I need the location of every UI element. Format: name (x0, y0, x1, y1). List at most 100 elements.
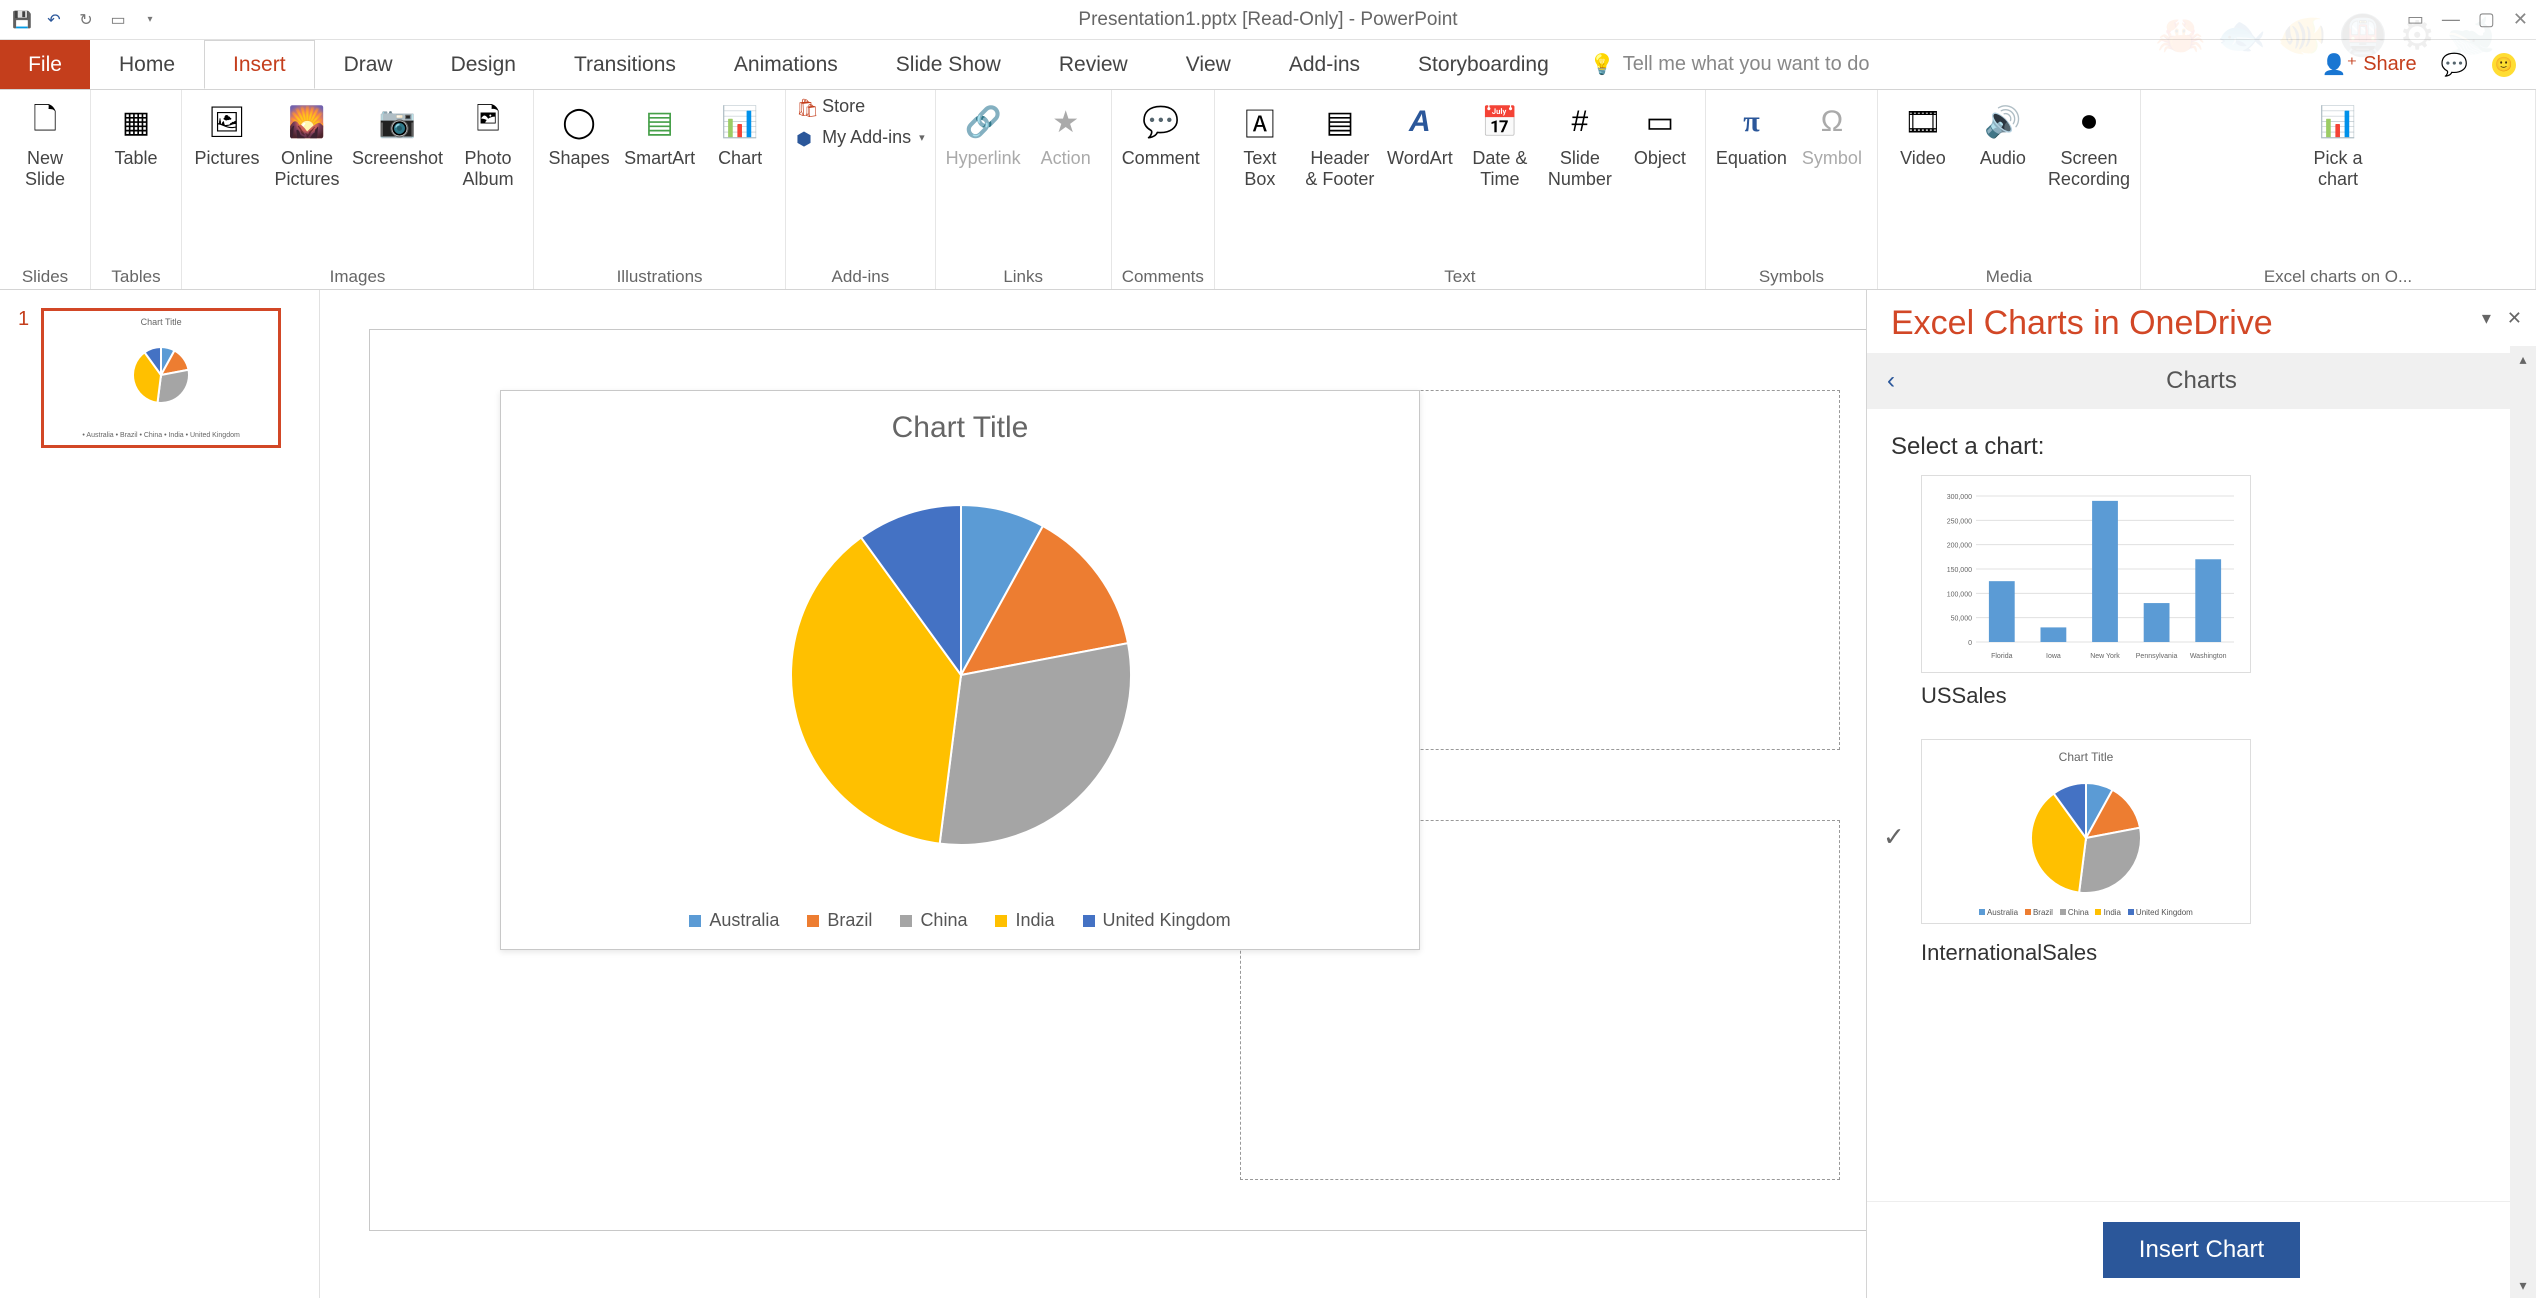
chart-button[interactable]: 📊Chart (705, 96, 775, 169)
qat-dropdown-icon[interactable]: ▾ (140, 10, 160, 30)
store-icon: 🛍 (796, 98, 814, 116)
tell-me-search[interactable]: 💡 Tell me what you want to do (1590, 40, 1870, 89)
excel-charts-pane: Excel Charts in OneDrive ▾ ✕ ‹ Charts Sel… (1866, 290, 2536, 1298)
slide-canvas: Chart Title Australia Brazil China India… (320, 290, 1866, 1298)
pane-close-icon[interactable]: ✕ (2507, 308, 2522, 329)
minimize-icon[interactable]: — (2442, 9, 2460, 30)
tab-transitions[interactable]: Transitions (545, 40, 705, 89)
svg-text:0: 0 (1968, 640, 1972, 647)
tab-file[interactable]: File (0, 40, 90, 89)
slide[interactable]: Chart Title Australia Brazil China India… (370, 330, 1870, 1230)
group-text: 🄰Text Box ▤Header & Footer AWordArt 📅Dat… (1215, 90, 1706, 289)
share-label: Share (2363, 53, 2416, 76)
tab-home[interactable]: Home (90, 40, 204, 89)
my-addins-button[interactable]: ⬢My Add-ins▾ (796, 127, 925, 148)
pictures-button[interactable]: 🖼Pictures (192, 96, 262, 169)
group-addins: 🛍Store ⬢My Add-ins▾ Add-ins (786, 90, 936, 289)
close-icon[interactable]: ✕ (2513, 9, 2528, 30)
shapes-icon: ◯ (557, 100, 601, 144)
redo-icon[interactable]: ↻ (76, 10, 96, 30)
textbox-button[interactable]: 🄰Text Box (1225, 96, 1295, 189)
group-label: Links (946, 261, 1101, 287)
online-pictures-icon: 🌄 (285, 100, 329, 144)
screenshot-button[interactable]: 📷Screenshot (352, 96, 443, 169)
quick-access-toolbar: 💾 ↶ ↻ ▭ ▾ (0, 10, 160, 30)
pane-pie-legend: Australia Brazil China India United King… (1928, 908, 2244, 917)
hyperlink-icon: 🔗 (961, 100, 1005, 144)
group-images: 🖼Pictures 🌄Online Pictures 📷Screenshot 🖻… (182, 90, 534, 289)
save-icon[interactable]: 💾 (12, 10, 32, 30)
svg-text:200,000: 200,000 (1947, 543, 1972, 550)
back-icon[interactable]: ‹ (1887, 367, 1895, 395)
screen-recording-button[interactable]: ⏺Screen Recording (2048, 96, 2130, 189)
tab-view[interactable]: View (1157, 40, 1260, 89)
audio-button[interactable]: 🔊Audio (1968, 96, 2038, 169)
tab-insert[interactable]: Insert (204, 40, 315, 89)
screenrec-icon: ⏺ (2067, 100, 2111, 144)
hyperlink-button: 🔗Hyperlink (946, 96, 1021, 169)
chart-option-ussales[interactable]: 050,000100,000150,000200,000250,000300,0… (1921, 475, 2251, 673)
feedback-icon[interactable]: 🙂 (2492, 53, 2516, 77)
datetime-button[interactable]: 📅Date & Time (1465, 96, 1535, 189)
inserted-chart[interactable]: Chart Title Australia Brazil China India… (500, 390, 1420, 950)
pie-chart-thumb (1928, 768, 2244, 908)
thumb-pie-chart (126, 340, 196, 410)
tab-review[interactable]: Review (1030, 40, 1157, 89)
share-button[interactable]: 👤⁺Share (2322, 52, 2417, 77)
group-label: Symbols (1716, 261, 1867, 287)
wordart-icon: A (1398, 100, 1442, 144)
start-from-beginning-icon[interactable]: ▭ (108, 10, 128, 30)
window-controls: ▭ — ▢ ✕ (2407, 9, 2528, 30)
title-bar: 💾 ↶ ↻ ▭ ▾ Presentation1.pptx [Read-Only]… (0, 0, 2536, 40)
tab-slideshow[interactable]: Slide Show (867, 40, 1030, 89)
equation-button[interactable]: πEquation (1716, 96, 1787, 169)
object-button[interactable]: ▭Object (1625, 96, 1695, 169)
shapes-button[interactable]: ◯Shapes (544, 96, 614, 169)
new-slide-button[interactable]: 🗋New Slide (10, 96, 80, 189)
scroll-up-icon[interactable]: ▴ (2510, 346, 2536, 372)
undo-icon[interactable]: ↶ (44, 10, 64, 30)
svg-text:150,000: 150,000 (1947, 567, 1972, 574)
chart-icon: 📊 (718, 100, 762, 144)
svg-text:50,000: 50,000 (1951, 616, 1973, 623)
slide-number-button[interactable]: #Slide Number (1545, 96, 1615, 189)
comment-button[interactable]: 💬Comment (1122, 96, 1200, 169)
ribbon-tabs: File Home Insert Draw Design Transitions… (0, 40, 2536, 90)
wordart-button[interactable]: AWordArt (1385, 96, 1455, 169)
tab-storyboarding[interactable]: Storyboarding (1389, 40, 1578, 89)
select-chart-label: Select a chart: (1891, 433, 2512, 461)
thumb-chart-title-2: Chart Title (1928, 750, 2244, 768)
maximize-icon[interactable]: ▢ (2478, 9, 2495, 30)
ribbon-options-icon[interactable]: ▭ (2407, 9, 2424, 30)
thumb-legend: • Australia • Brazil • China • India • U… (44, 432, 278, 439)
tab-design[interactable]: Design (422, 40, 545, 89)
comments-icon[interactable]: 💬 (2441, 52, 2468, 78)
checkmark-icon: ✓ (1883, 821, 1905, 852)
tab-animations[interactable]: Animations (705, 40, 867, 89)
slide-thumbnail-1[interactable]: Chart Title • Australia • Brazil • China… (41, 308, 281, 448)
header-footer-button[interactable]: ▤Header & Footer (1305, 96, 1375, 189)
chart-name-ussales: USSales (1921, 683, 2512, 709)
scroll-down-icon[interactable]: ▾ (2510, 1272, 2536, 1298)
svg-text:300,000: 300,000 (1947, 494, 1972, 501)
comment-icon: 💬 (1139, 100, 1183, 144)
pane-header-label: Charts (2166, 367, 2237, 395)
chart-option-international[interactable]: Chart Title Australia Brazil China India… (1921, 739, 2251, 924)
group-links: 🔗Hyperlink ★Action Links (936, 90, 1112, 289)
pane-header: ‹ Charts (1867, 353, 2536, 409)
pick-a-chart-button[interactable]: 📊Pick a chart (2303, 96, 2373, 189)
video-button[interactable]: 🎞Video (1888, 96, 1958, 169)
pane-title: Excel Charts in OneDrive (1867, 290, 2536, 353)
tab-addins[interactable]: Add-ins (1260, 40, 1389, 89)
photo-album-button[interactable]: 🖻Photo Album (453, 96, 523, 189)
ribbon: 🗋New Slide Slides ▦Table Tables 🖼Picture… (0, 90, 2536, 290)
online-pictures-button[interactable]: 🌄Online Pictures (272, 96, 342, 189)
insert-chart-button[interactable]: Insert Chart (2103, 1222, 2300, 1278)
table-button[interactable]: ▦Table (101, 96, 171, 169)
smartart-button[interactable]: ▤SmartArt (624, 96, 695, 169)
store-button[interactable]: 🛍Store (796, 96, 925, 117)
header-icon: ▤ (1318, 100, 1362, 144)
pane-scrollbar[interactable]: ▴ ▾ (2510, 346, 2536, 1298)
pane-dropdown-icon[interactable]: ▾ (2482, 308, 2491, 329)
tab-draw[interactable]: Draw (315, 40, 422, 89)
